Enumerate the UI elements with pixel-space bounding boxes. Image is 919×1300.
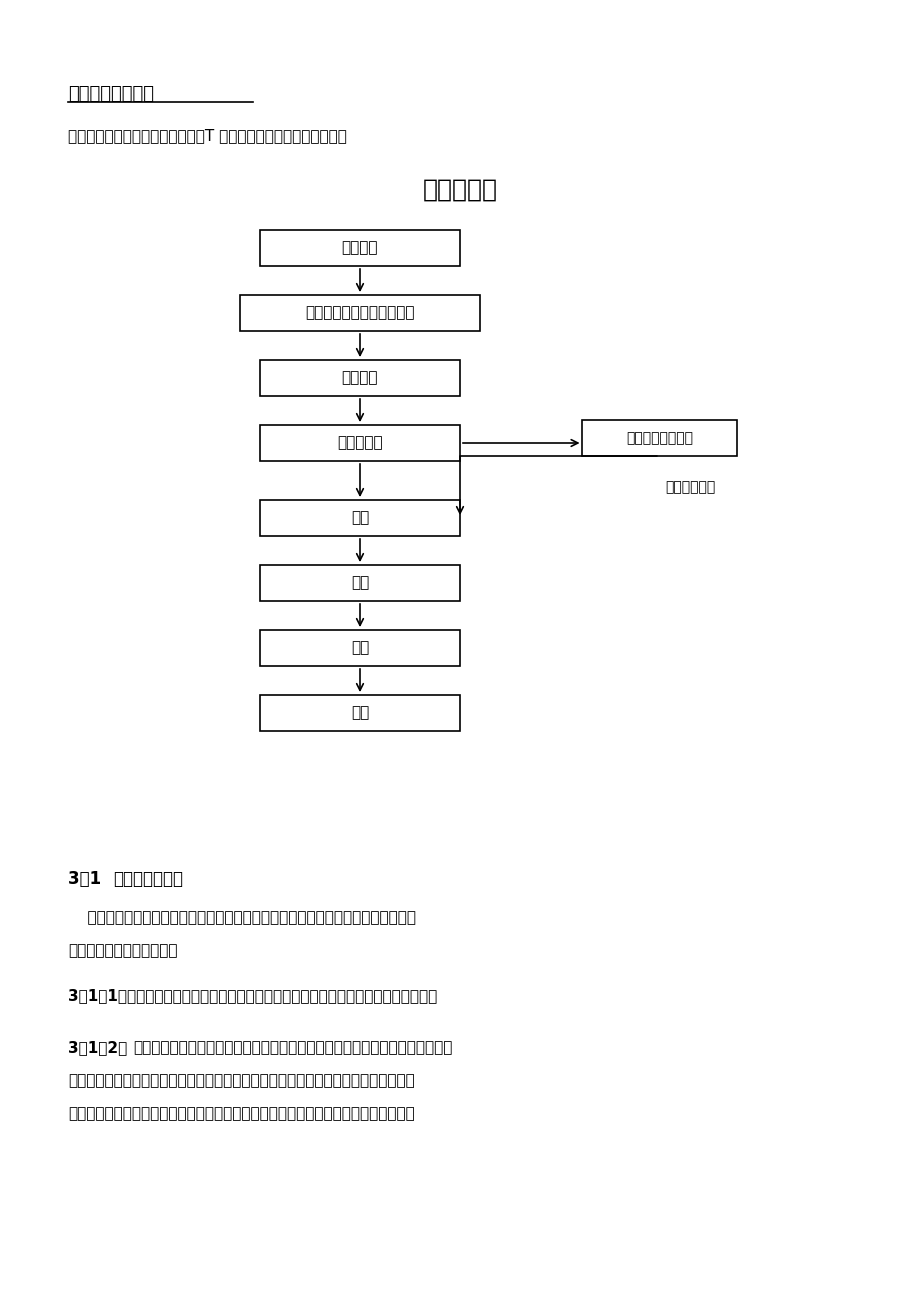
FancyBboxPatch shape [260,566,460,601]
FancyBboxPatch shape [260,230,460,266]
Text: 封端: 封端 [350,641,369,655]
Text: 我们应注意以下几个问题：: 我们应注意以下几个问题： [68,942,177,958]
Text: 3．1．1、在整个施工过程中，都应该严格遵守《公路桥涵施工技术规范》的所有要求。: 3．1．1、在整个施工过程中，都应该严格遵守《公路桥涵施工技术规范》的所有要求。 [68,988,437,1004]
FancyBboxPatch shape [260,630,460,666]
FancyBboxPatch shape [260,500,460,536]
Text: 土形成一个完整结构，在构件受力并产生非主截面应力时，约束应力切向裂纹的发展。: 土形成一个完整结构，在构件受力并产生非主截面应力时，约束应力切向裂纹的发展。 [68,1072,414,1088]
Text: 在一切准备工作就绪后，便可以进行钢筋的制作与安装工作。在钢筋制安工作中，: 在一切准备工作就绪后，便可以进行钢筋的制作与安装工作。在钢筋制安工作中， [68,910,415,926]
Text: 三、施工工艺流程: 三、施工工艺流程 [68,84,153,103]
Text: 钢筋制安及预应力管道就位: 钢筋制安及预应力管道就位 [305,306,414,321]
FancyBboxPatch shape [240,295,480,332]
FancyBboxPatch shape [260,360,460,396]
FancyBboxPatch shape [260,425,460,462]
FancyBboxPatch shape [582,420,737,456]
Text: 模板安装: 模板安装 [341,370,378,386]
Text: 预应力管道位置与钢筋位置的冲突是个无法在设计中克服的问题，只有在施工中才能解: 预应力管道位置与钢筋位置的冲突是个无法在设计中克服的问题，只有在施工中才能解 [68,1106,414,1121]
Text: 同所有后张法预应力预制梁一样，T 梁预制的施工工艺流程如下图：: 同所有后张法预应力预制梁一样，T 梁预制的施工工艺流程如下图： [68,127,346,143]
Text: 施工准备: 施工准备 [341,240,378,256]
Text: 3．1．2、: 3．1．2、 [68,1040,127,1056]
Text: 3．1: 3．1 [68,870,107,888]
Text: 压浆: 压浆 [350,576,369,590]
Text: 张拉: 张拉 [350,511,369,525]
Text: 制作随梁养护试件: 制作随梁养护试件 [626,432,693,445]
Text: 试压强度合格: 试压强度合格 [664,480,714,494]
Text: 移梁: 移梁 [350,706,369,720]
Text: 混凝土浇筑: 混凝土浇筑 [337,436,382,451]
Text: 对于预应力构件来说，预应力筋才是真正的主筋，其他钢筋的作用主要是将混凝: 对于预应力构件来说，预应力筋才是真正的主筋，其他钢筋的作用主要是将混凝 [133,1040,452,1056]
Text: 工艺流程图: 工艺流程图 [422,178,497,202]
FancyBboxPatch shape [260,696,460,731]
Text: 钢筋制作及安装: 钢筋制作及安装 [113,870,183,888]
